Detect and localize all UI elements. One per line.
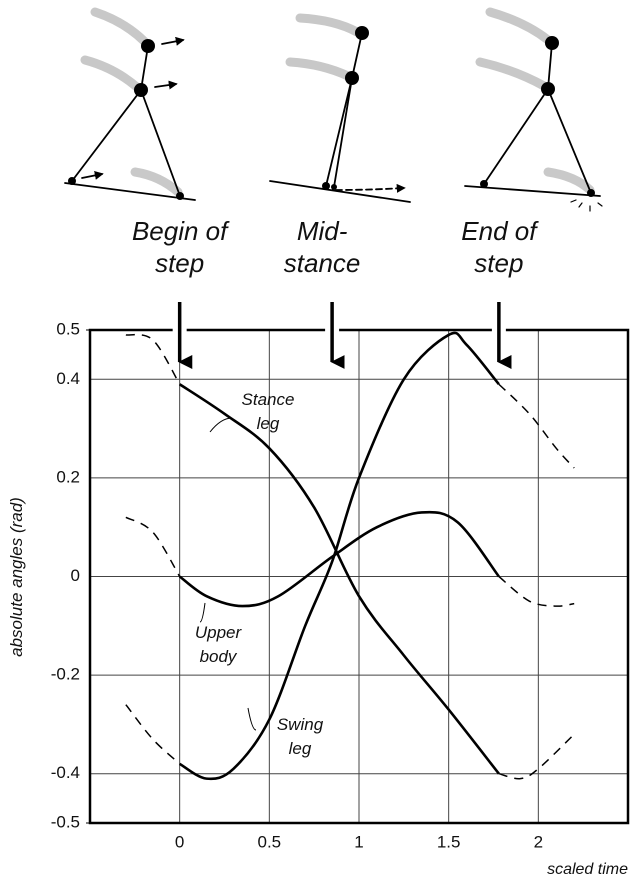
y-tick-label: 0.4	[56, 369, 80, 388]
y-tick-label: 0	[71, 566, 80, 585]
series-line	[499, 577, 574, 607]
x-tick-label: 1.5	[437, 832, 461, 851]
x-tick-label: 2	[534, 832, 543, 851]
y-tick-label: -0.2	[51, 665, 80, 684]
phase-label: Mid-	[297, 216, 348, 246]
series-line	[180, 384, 499, 773]
phase-label: step	[155, 248, 204, 278]
leader-line	[210, 418, 232, 432]
y-tick-label: -0.4	[51, 763, 80, 782]
y-axis-label: absolute angles (rad)	[7, 497, 26, 657]
series-line	[499, 384, 574, 468]
phase-label: stance	[284, 248, 361, 278]
y-tick-label: 0.5	[56, 319, 80, 338]
leader-line	[200, 603, 205, 622]
series-line	[126, 517, 180, 576]
x-axis-label: scaled time	[547, 861, 628, 878]
phase-label: End of	[461, 216, 539, 246]
y-tick-label: -0.5	[51, 812, 80, 831]
y-tick-label: 0.2	[56, 467, 80, 486]
phase-label: Begin of	[132, 216, 230, 246]
series-line	[126, 705, 180, 764]
chart: absolute angles (rad) scaled time 0 0.5 1 1…	[0, 0, 634, 885]
leader-line	[248, 708, 256, 730]
x-tick-label: 0.5	[258, 832, 282, 851]
x-tick-label: 0	[175, 832, 184, 851]
series-line	[126, 335, 180, 385]
stick-figures	[65, 12, 602, 211]
series-line	[499, 734, 574, 778]
phase-label: step	[474, 248, 523, 278]
x-tick-label: 1	[354, 832, 363, 851]
